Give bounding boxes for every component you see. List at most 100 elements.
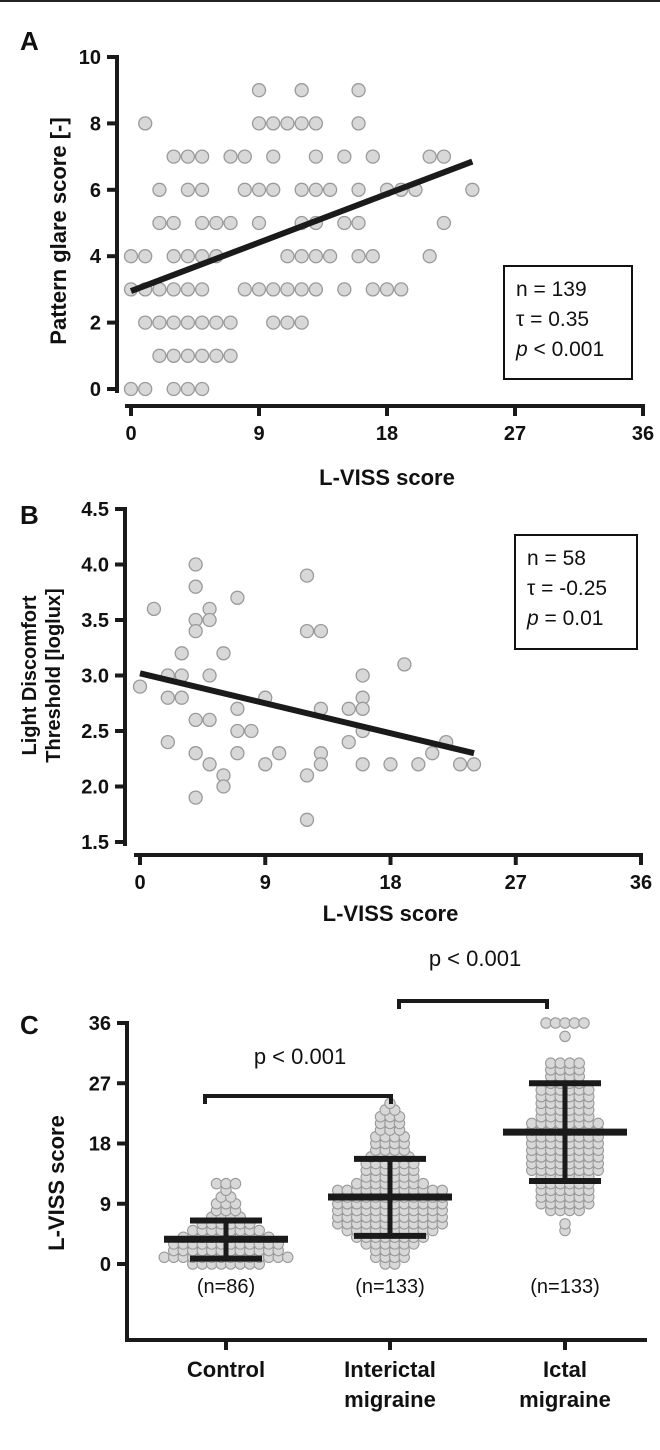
data-point — [299, 623, 315, 639]
data-point — [294, 83, 309, 98]
data-point — [202, 757, 217, 772]
data-point — [540, 1017, 552, 1029]
x-tick-label: 36 — [632, 423, 654, 445]
data-point — [123, 249, 139, 264]
data-point — [209, 315, 224, 330]
data-point — [258, 757, 273, 772]
x-tick-label: 27 — [504, 423, 526, 445]
data-point — [194, 315, 210, 330]
y-tick-label: 27 — [89, 1073, 111, 1095]
x-tick-label: 0 — [125, 423, 136, 445]
data-point — [202, 668, 217, 683]
data-point — [365, 149, 380, 164]
data-point — [299, 768, 315, 783]
y-tick-label: 9 — [100, 1194, 111, 1216]
data-point — [166, 149, 181, 164]
data-point — [299, 568, 315, 583]
data-point — [355, 668, 370, 683]
group-n-label: (n=133) — [355, 1276, 425, 1298]
data-point — [194, 282, 210, 297]
x-axis-label: L-VISS score — [319, 465, 455, 490]
data-point — [146, 601, 162, 617]
x-tick-label: 0 — [134, 872, 145, 894]
stats-line: τ = -0.25 — [527, 577, 607, 600]
data-point — [251, 83, 267, 98]
data-point — [216, 646, 231, 661]
data-point — [341, 701, 356, 716]
top-rule — [0, 0, 660, 2]
stats-line: p < 0.001 — [515, 338, 604, 361]
data-point — [194, 381, 210, 397]
data-point — [210, 1177, 223, 1190]
data-point — [237, 149, 252, 164]
data-point — [466, 757, 482, 772]
y-tick-label: 0 — [100, 1254, 111, 1276]
data-point — [355, 701, 370, 716]
data-point — [337, 149, 352, 164]
data-point — [194, 149, 210, 164]
data-point — [138, 381, 153, 397]
data-point — [223, 315, 238, 330]
data-point — [417, 1177, 429, 1190]
data-point — [568, 1017, 581, 1029]
data-point — [294, 282, 309, 297]
data-point — [188, 790, 203, 805]
data-point — [188, 557, 203, 572]
data-point — [160, 734, 175, 750]
data-point — [223, 348, 238, 363]
data-point — [452, 757, 468, 772]
data-point — [425, 746, 440, 761]
data-point — [351, 249, 366, 264]
y-tick-label: 6 — [90, 180, 101, 202]
data-point — [223, 149, 238, 164]
data-point — [180, 315, 196, 330]
data-point — [422, 249, 437, 264]
data-point — [188, 579, 203, 594]
regression-line — [129, 158, 474, 294]
data-point — [188, 746, 203, 761]
data-point — [180, 348, 196, 363]
data-point — [592, 1117, 604, 1130]
data-point — [351, 215, 366, 231]
data-point — [294, 116, 309, 131]
data-point — [166, 381, 181, 397]
data-point — [436, 215, 452, 231]
data-point — [272, 746, 287, 761]
y-axis-label: Light Discomfort — [19, 595, 41, 755]
data-point — [132, 679, 148, 694]
x-tick-label: 27 — [505, 872, 527, 894]
data-point — [559, 1017, 571, 1029]
data-point — [251, 215, 267, 231]
data-point — [266, 282, 281, 297]
data-point — [465, 182, 480, 197]
group-n-label: (n=133) — [530, 1276, 600, 1298]
y-tick-label: 0 — [90, 379, 101, 401]
data-point — [341, 734, 356, 750]
category-label: migraine — [519, 1387, 611, 1412]
data-point — [152, 348, 167, 363]
data-point — [535, 1084, 547, 1096]
data-point — [337, 215, 352, 231]
data-point — [223, 215, 238, 231]
x-tick-label: 9 — [260, 872, 271, 894]
data-point — [253, 1224, 266, 1237]
data-point — [216, 779, 231, 794]
data-point — [549, 1017, 562, 1029]
data-point — [266, 116, 281, 131]
y-tick-label: 8 — [90, 113, 101, 135]
x-axis-label: L-VISS score — [323, 901, 459, 926]
data-point — [194, 182, 210, 197]
regression-line — [139, 670, 475, 757]
data-point — [180, 182, 196, 197]
data-point — [294, 315, 309, 330]
panel-label: A — [20, 26, 39, 56]
data-point — [573, 1057, 585, 1069]
y-tick-label: 4.0 — [81, 555, 109, 577]
data-point — [322, 249, 338, 264]
data-point — [187, 1224, 199, 1237]
data-point — [251, 282, 267, 297]
data-point — [138, 315, 153, 330]
category-label: Control — [187, 1357, 265, 1382]
data-point — [188, 623, 203, 639]
data-point — [251, 116, 267, 131]
